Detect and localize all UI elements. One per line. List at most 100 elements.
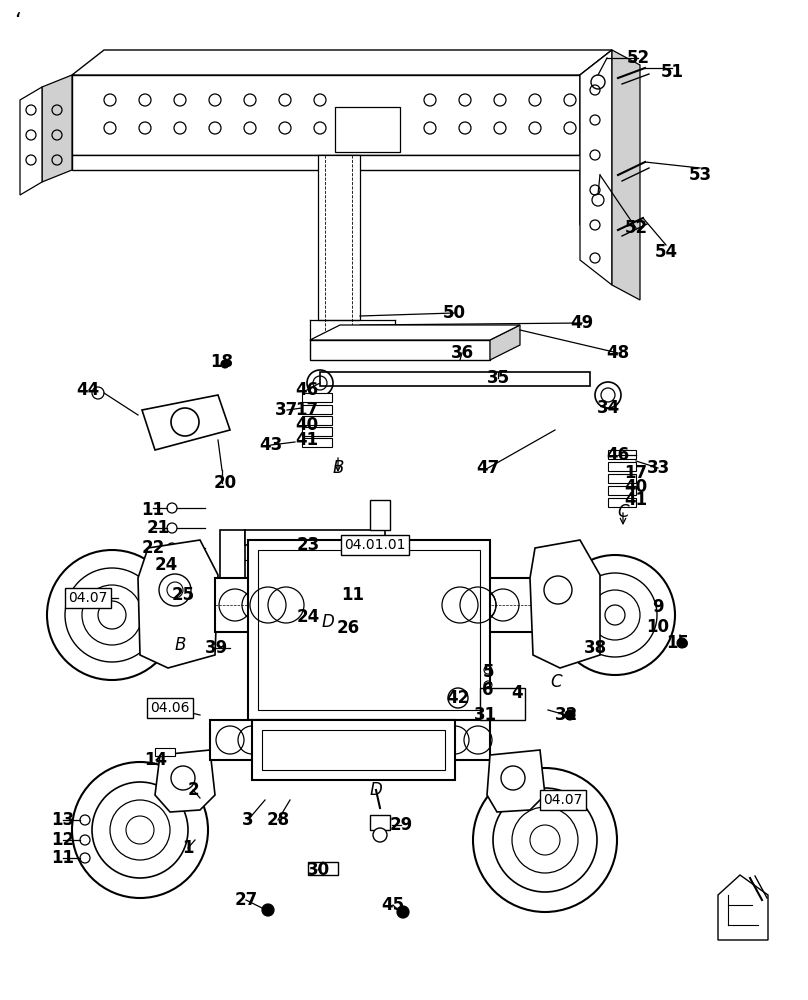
Circle shape (221, 360, 229, 368)
Text: B: B (175, 636, 186, 654)
Circle shape (47, 550, 177, 680)
Polygon shape (530, 540, 600, 668)
Circle shape (262, 904, 274, 916)
Text: 27: 27 (234, 891, 258, 909)
Text: 30: 30 (306, 861, 330, 879)
Text: 24: 24 (154, 556, 178, 574)
Text: 32: 32 (554, 706, 578, 724)
Text: 48: 48 (607, 344, 629, 362)
Text: 10: 10 (646, 618, 670, 636)
Text: 34: 34 (596, 399, 620, 417)
Text: 04.06: 04.06 (150, 701, 190, 715)
Text: 50: 50 (443, 304, 465, 322)
Text: ‘: ‘ (15, 12, 22, 32)
Text: 41: 41 (296, 431, 318, 449)
Polygon shape (72, 155, 580, 170)
Polygon shape (245, 530, 385, 545)
Polygon shape (718, 875, 768, 940)
Circle shape (72, 762, 208, 898)
Polygon shape (270, 575, 350, 590)
Text: 49: 49 (570, 314, 594, 332)
Text: D: D (322, 613, 335, 631)
Text: 31: 31 (473, 706, 497, 724)
Text: 26: 26 (336, 619, 360, 637)
Text: 4: 4 (511, 684, 523, 702)
Text: 28: 28 (267, 811, 289, 829)
Polygon shape (252, 720, 455, 780)
Circle shape (92, 387, 104, 399)
Text: 23: 23 (297, 536, 320, 554)
Text: 53: 53 (688, 166, 712, 184)
Text: 12: 12 (52, 831, 74, 849)
Text: 13: 13 (52, 811, 74, 829)
Text: 51: 51 (660, 63, 684, 81)
Text: C: C (617, 503, 629, 521)
Text: 22: 22 (141, 539, 165, 557)
Polygon shape (155, 748, 175, 756)
Text: 11: 11 (141, 501, 165, 519)
Text: 39: 39 (204, 639, 228, 657)
Polygon shape (302, 427, 332, 436)
Text: 52: 52 (625, 219, 647, 237)
Polygon shape (370, 815, 390, 830)
Circle shape (80, 835, 90, 845)
Text: 5: 5 (482, 663, 494, 681)
Text: 04.01.01: 04.01.01 (344, 538, 406, 552)
Text: 47: 47 (477, 459, 499, 477)
Polygon shape (490, 325, 520, 360)
Circle shape (473, 768, 617, 912)
Polygon shape (302, 393, 332, 402)
Polygon shape (138, 540, 218, 668)
Polygon shape (72, 75, 580, 155)
Text: 37: 37 (276, 401, 299, 419)
Text: 11: 11 (342, 586, 364, 604)
Polygon shape (608, 486, 636, 495)
Text: D: D (369, 781, 382, 799)
Text: 46: 46 (296, 381, 318, 399)
Circle shape (397, 906, 409, 918)
Text: 38: 38 (583, 639, 607, 657)
Circle shape (80, 815, 90, 825)
Text: 25: 25 (171, 586, 195, 604)
Polygon shape (72, 50, 612, 75)
Polygon shape (318, 155, 360, 320)
Text: 14: 14 (145, 751, 167, 769)
Text: 15: 15 (667, 634, 689, 652)
Text: 40: 40 (296, 416, 318, 434)
Text: 29: 29 (389, 816, 413, 834)
Text: 43: 43 (259, 436, 283, 454)
Polygon shape (608, 450, 636, 459)
Text: 24: 24 (297, 608, 320, 626)
Text: B: B (332, 459, 343, 477)
Bar (570, 569, 615, 612)
Polygon shape (210, 720, 490, 760)
Polygon shape (142, 395, 230, 450)
Polygon shape (302, 405, 332, 414)
Polygon shape (320, 372, 590, 386)
Text: 40: 40 (625, 478, 647, 496)
Polygon shape (310, 340, 490, 360)
Polygon shape (302, 438, 332, 447)
Circle shape (80, 853, 90, 863)
Polygon shape (42, 75, 72, 182)
Text: 45: 45 (381, 896, 405, 914)
Circle shape (555, 555, 675, 675)
Text: 44: 44 (77, 381, 99, 399)
Text: 52: 52 (626, 49, 650, 67)
Polygon shape (310, 325, 520, 340)
Text: 54: 54 (654, 243, 678, 261)
Polygon shape (302, 416, 332, 425)
Text: 36: 36 (450, 344, 473, 362)
Text: C: C (550, 673, 562, 691)
Polygon shape (370, 500, 390, 530)
Polygon shape (608, 498, 636, 507)
Polygon shape (612, 50, 640, 300)
Polygon shape (487, 750, 545, 812)
Text: 42: 42 (446, 689, 469, 707)
Text: 17: 17 (625, 464, 647, 482)
Circle shape (677, 638, 687, 648)
Circle shape (565, 710, 575, 720)
Bar (480, 688, 525, 720)
Text: 04.07: 04.07 (69, 591, 107, 605)
Polygon shape (608, 462, 636, 471)
